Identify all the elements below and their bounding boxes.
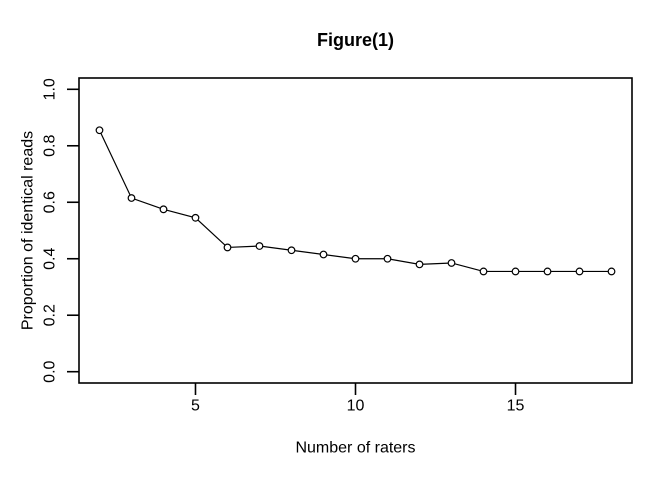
y-axis-tick-label: 0.0	[42, 360, 59, 382]
y-axis-tick-label: 0.8	[42, 135, 59, 157]
data-point-marker	[447, 259, 456, 267]
x-axis-label: Number of raters	[295, 440, 415, 457]
data-point-marker	[95, 126, 104, 135]
y-axis-ticks: 0.0 0.2 0.4 0.6 0.8 1.0	[42, 78, 79, 383]
y-axis-tick-label: 1.0	[42, 78, 59, 100]
x-axis-tick-label: 10	[347, 398, 365, 415]
data-point-marker	[255, 242, 264, 250]
data-point-marker	[319, 250, 328, 259]
data-point-marker	[351, 254, 360, 263]
data-point-marker	[479, 267, 488, 276]
data-point-marker	[159, 205, 168, 214]
y-axis-tick-label: 0.4	[42, 248, 59, 270]
data-point-marker	[607, 267, 616, 276]
data-point-marker	[223, 243, 232, 252]
data-point-marker	[287, 246, 296, 255]
y-axis-tick-label: 0.2	[42, 304, 59, 326]
data-point-marker	[543, 267, 552, 276]
x-axis-tick-label: 15	[507, 398, 525, 415]
x-axis-ticks: 5 10 15	[191, 383, 525, 415]
plot-box	[78, 77, 633, 384]
data-point-marker	[127, 194, 136, 202]
data-point-marker	[191, 213, 200, 222]
data-point-marker	[415, 260, 424, 269]
y-axis-label: Proportion of identical reads	[20, 131, 37, 330]
data-point-marker	[575, 267, 584, 276]
data-line	[98, 129, 612, 273]
data-point-marker	[511, 267, 520, 276]
x-axis-tick-label: 5	[191, 398, 200, 415]
data-series	[95, 126, 616, 276]
chart-title: Figure(1)	[317, 30, 394, 50]
y-axis-tick-label: 0.6	[42, 191, 59, 213]
data-point-marker	[383, 254, 392, 263]
